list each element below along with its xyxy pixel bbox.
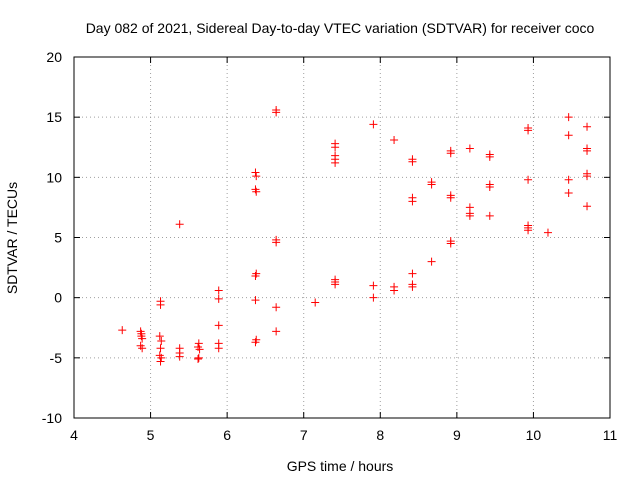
x-tick-label: 7 <box>300 427 308 443</box>
data-point <box>175 220 184 229</box>
x-tick-label: 11 <box>603 427 618 443</box>
data-point <box>524 126 533 135</box>
data-point <box>485 152 494 161</box>
data-point <box>408 197 417 206</box>
data-point <box>408 282 417 291</box>
y-tick-label: 0 <box>54 290 62 306</box>
data-point <box>214 321 223 330</box>
grid <box>74 57 610 418</box>
data-point <box>427 257 436 266</box>
data-point <box>195 345 204 354</box>
data-point <box>564 175 573 184</box>
axis-ticks <box>73 56 611 419</box>
data-point <box>465 144 474 153</box>
data-point <box>583 122 592 131</box>
y-tick-label: -5 <box>50 350 63 366</box>
data-point <box>252 187 261 196</box>
y-tick-label: -10 <box>42 410 62 426</box>
y-tick-label: 5 <box>54 230 62 246</box>
data-point <box>583 172 592 181</box>
y-tick-label: 10 <box>46 169 62 185</box>
data-point <box>369 293 378 302</box>
x-tick-label: 9 <box>453 427 461 443</box>
data-point <box>446 239 455 248</box>
data-point <box>524 226 533 235</box>
data-point <box>564 113 573 122</box>
data-point <box>138 344 147 353</box>
data-point <box>252 172 261 181</box>
data-point <box>194 355 203 364</box>
data-point <box>408 269 417 278</box>
data-point <box>408 157 417 166</box>
data-point <box>118 326 127 335</box>
x-tick-label: 5 <box>147 427 155 443</box>
data-point <box>427 180 436 189</box>
data-point <box>251 168 260 177</box>
x-tick-label: 8 <box>376 427 384 443</box>
x-tick-label: 6 <box>223 427 231 443</box>
data-point <box>138 334 147 343</box>
data-point <box>156 344 165 353</box>
y-axis-label: SDTVAR / TECUs <box>4 182 20 294</box>
data-point <box>157 336 166 345</box>
data-point <box>272 303 281 312</box>
data-point <box>272 327 281 336</box>
data-point <box>524 175 533 184</box>
data-point <box>251 296 260 305</box>
data-point <box>175 352 184 361</box>
data-point <box>214 286 223 295</box>
data-point <box>465 211 474 220</box>
data-point <box>446 149 455 158</box>
data-point <box>485 211 494 220</box>
x-axis-label: GPS time / hours <box>287 458 394 474</box>
data-point <box>155 332 164 341</box>
data-point <box>331 280 340 289</box>
data-point <box>157 353 166 362</box>
tick-labels: 4 5 6 7 8 9 10 11 -10 -5 0 5 10 15 20 <box>42 49 618 443</box>
data-point <box>156 300 165 309</box>
data-point <box>564 188 573 197</box>
data-point <box>214 294 223 303</box>
data-point <box>251 338 260 347</box>
data-point <box>583 146 592 155</box>
x-tick-label: 4 <box>70 427 78 443</box>
data-point <box>543 228 552 237</box>
data-point <box>369 281 378 290</box>
data-point <box>485 182 494 191</box>
data-point <box>390 136 399 145</box>
data-point <box>446 193 455 202</box>
y-tick-label: 20 <box>46 49 62 65</box>
data-point <box>251 272 260 281</box>
data-point <box>369 120 378 129</box>
data-point <box>583 202 592 211</box>
data-points <box>118 105 592 366</box>
data-point <box>331 158 340 167</box>
data-point <box>311 298 320 307</box>
x-tick-label: 10 <box>526 427 542 443</box>
data-point <box>194 339 203 348</box>
data-point <box>156 357 165 366</box>
y-tick-label: 15 <box>46 109 62 125</box>
data-point <box>194 353 203 362</box>
data-point <box>272 108 281 117</box>
data-point <box>390 286 399 295</box>
data-point <box>564 131 573 140</box>
data-point <box>272 238 281 247</box>
data-point <box>331 143 340 152</box>
chart-title: Day 082 of 2021, Sidereal Day-to-day VTE… <box>86 20 595 36</box>
data-point <box>214 344 223 353</box>
